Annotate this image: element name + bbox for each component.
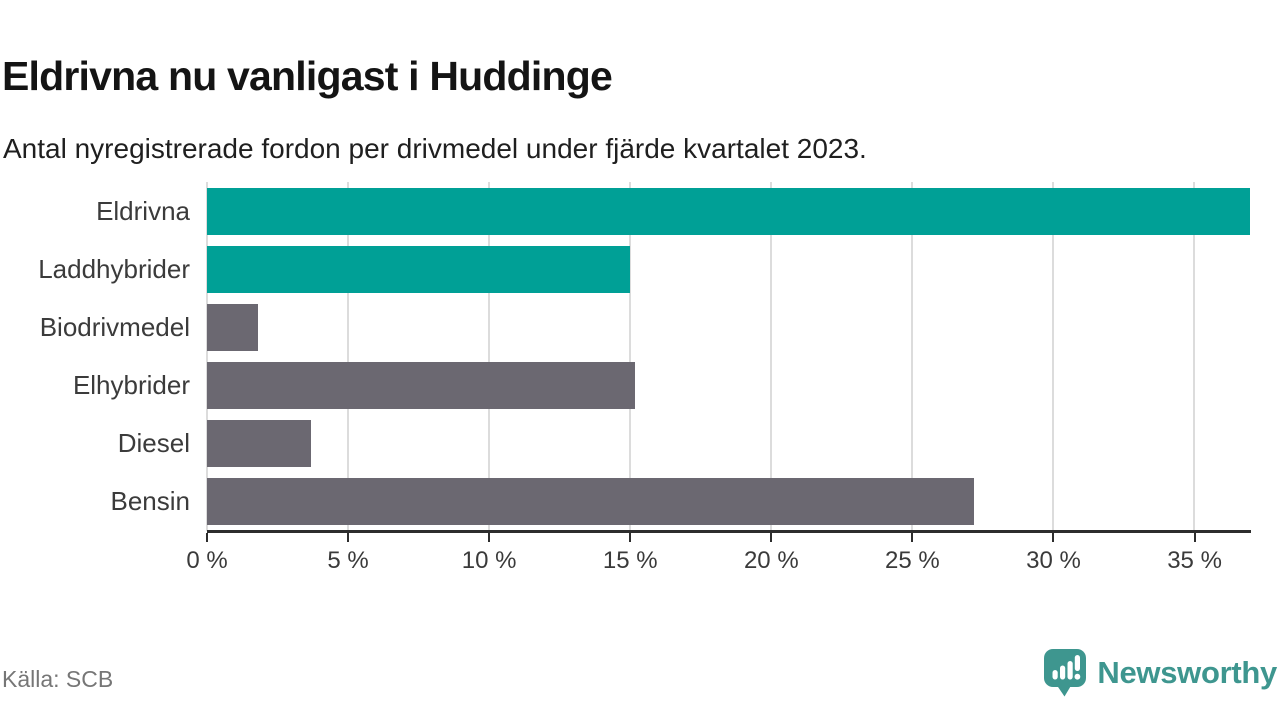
bar-row (207, 415, 1250, 473)
gridline (1192, 182, 1195, 531)
axis-tick (347, 533, 350, 542)
axis-tick (770, 533, 773, 542)
axis-tick (206, 533, 208, 542)
category-label: Biodrivmedel (39, 311, 190, 342)
axis-tick-label: 0 % (186, 547, 228, 574)
bar-diesel (207, 420, 312, 468)
axis-tick (1052, 533, 1055, 542)
bar-row (207, 298, 1250, 356)
category-labels: Eldrivna Laddhybrider Biodrivmedel Elhybrid… (0, 182, 190, 531)
chart-subtitle: Antal nyregistrerade fordon per drivmede… (3, 133, 867, 164)
axis-tick-label: 5 % (327, 547, 369, 574)
axis-tick-label: 30 % (1026, 547, 1081, 574)
gridline (206, 182, 208, 531)
source-note: Källa: SCB (2, 666, 114, 692)
bar-row (207, 240, 1250, 298)
gridline (487, 182, 490, 531)
bar-chart-speech-bubble-icon (1043, 648, 1088, 697)
category-label: Eldrivna (96, 195, 190, 226)
plot-area (206, 182, 1250, 531)
axis-line (207, 530, 1251, 533)
x-axis: 0 % 5 % 10 % 15 % 20 % 25 % 30 % 35 % (186, 530, 1251, 582)
axis-tick-label: 25 % (885, 547, 940, 574)
category-label: Diesel (117, 428, 190, 459)
gridline (1051, 182, 1054, 531)
newsworthy-logo: Newsworthy (1043, 648, 1277, 697)
bar-row (207, 473, 1250, 531)
axis-tick-label: 10 % (461, 547, 517, 574)
gridline (628, 182, 631, 531)
gridline (769, 182, 772, 531)
bar-elhybrider (207, 362, 636, 410)
category-label: Bensin (110, 486, 191, 517)
bar-biodrivmedel (207, 303, 258, 351)
axis-tick (911, 533, 914, 542)
gridline (910, 182, 913, 531)
axis-tick-label: 15 % (602, 547, 658, 574)
bar-row (207, 182, 1250, 240)
chart-title: Eldrivna nu vanligast i Huddinge (2, 53, 613, 100)
bar-bensin (207, 478, 974, 526)
category-label: Elhybrider (72, 370, 190, 401)
axis-tick-label: 20 % (743, 547, 799, 574)
bar-laddhybrider (207, 245, 630, 293)
axis-tick (629, 533, 632, 542)
bar-eldrivna (207, 187, 1250, 235)
category-label: Laddhybrider (38, 253, 190, 284)
axis-tick (488, 533, 491, 542)
axis-tick-label: 35 % (1167, 547, 1222, 574)
axis-tick (1193, 533, 1196, 542)
newsworthy-brand-text: Newsworthy (1097, 654, 1277, 690)
gridline (346, 182, 349, 531)
bar-row (207, 357, 1250, 415)
